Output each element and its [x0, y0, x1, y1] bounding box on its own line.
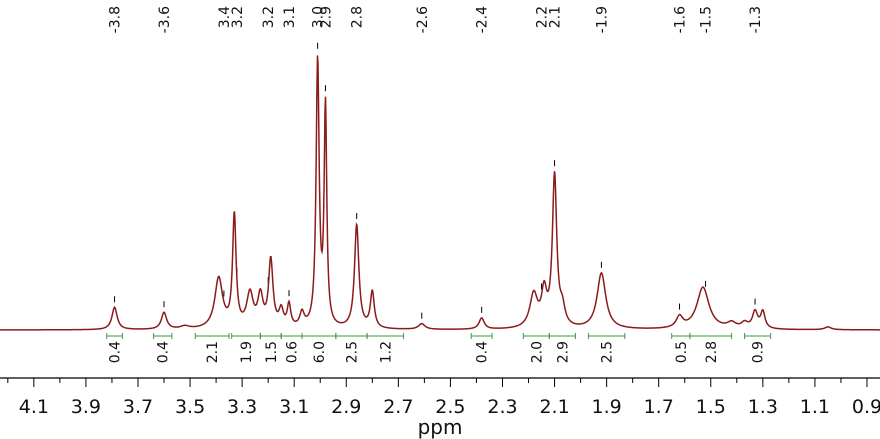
integral-value: 0.6 — [285, 341, 301, 363]
x-tick-label: 2.9 — [331, 396, 361, 418]
x-tick-label: 3.1 — [279, 396, 309, 418]
integral-value: 2.0 — [529, 341, 545, 363]
integral-value: 2.5 — [345, 341, 361, 363]
peak-label: 3.1 — [282, 6, 298, 28]
integral-value: 1.9 — [239, 341, 255, 363]
x-axis-label: ppm — [418, 415, 463, 439]
integral-value: 1.2 — [378, 341, 394, 363]
x-tick-label: 1.1 — [800, 396, 830, 418]
integral-value: 2.1 — [205, 341, 221, 363]
integral-layer: 0.4 0.4 2.1 1.9 1.5 0.6 6.0 2.5 1.2 0.4 2.0 2.9 2.5 0… — [106, 333, 772, 363]
peak-label: -1.6 — [673, 6, 689, 33]
peak-label: 3.4 — [217, 6, 233, 28]
integral-value: 2.9 — [555, 341, 571, 363]
peak-label: 2.2 — [535, 6, 551, 28]
integral-value: 0.9 — [751, 341, 767, 363]
x-tick-label: 1.9 — [592, 396, 622, 418]
integral-value: 2.5 — [600, 341, 616, 363]
integral-value: 2.8 — [704, 341, 720, 363]
peak-label: 3.2 — [230, 6, 246, 28]
peak-label: 2.8 — [350, 6, 366, 28]
x-tick-label: 3.5 — [175, 396, 205, 418]
integral-value: 1.5 — [264, 341, 280, 363]
peak-label: -1.5 — [699, 6, 715, 33]
x-tick-label: 3.7 — [123, 396, 153, 418]
spectrum-layer — [0, 55, 880, 331]
x-axis: 4.1 3.9 3.7 3.5 3.3 3.1 2.9 2.7 2.5 2.3 2.1 1.9 1.7 1… — [0, 377, 880, 418]
peak-label: -3.8 — [108, 6, 124, 33]
x-tick-label: 3.3 — [227, 396, 257, 418]
x-tick-label: 2.5 — [435, 396, 465, 418]
x-tick-label: 1.5 — [696, 396, 726, 418]
integral-value: 0.5 — [674, 341, 690, 363]
peak-labels: -3.8 -3.6 3.43.2 3.2 3.1 3.02.9 2.8 -2.6 -2.4 2.2… — [108, 6, 764, 319]
x-tick-label: 0.9 — [852, 396, 880, 418]
spectrum-line — [0, 55, 880, 331]
x-tick-label: 4.1 — [19, 396, 49, 418]
peak-label: -2.6 — [415, 6, 431, 33]
x-tick-label: 3.9 — [71, 396, 101, 418]
x-tick-label: 2.7 — [383, 396, 413, 418]
x-tick-label: 1.7 — [644, 396, 674, 418]
peak-label: -1.3 — [748, 6, 764, 33]
x-tick-label: 2.3 — [487, 396, 517, 418]
peak-label: -1.9 — [594, 6, 610, 33]
peak-label: -2.4 — [475, 6, 491, 33]
peak-label: 3.2 — [261, 6, 277, 28]
integral-value: 6.0 — [312, 341, 328, 363]
peak-label: 2.1 — [548, 6, 564, 28]
peak-label: 2.9 — [318, 6, 334, 28]
integral-value: 0.4 — [156, 341, 172, 363]
peak-label: 3.0 — [311, 6, 327, 28]
integral-value: 0.4 — [475, 341, 491, 363]
integral-value: 0.4 — [108, 341, 124, 363]
peak-label: -3.6 — [157, 6, 173, 33]
x-tick-label: 1.3 — [748, 396, 778, 418]
x-tick-label: 2.1 — [539, 396, 569, 418]
